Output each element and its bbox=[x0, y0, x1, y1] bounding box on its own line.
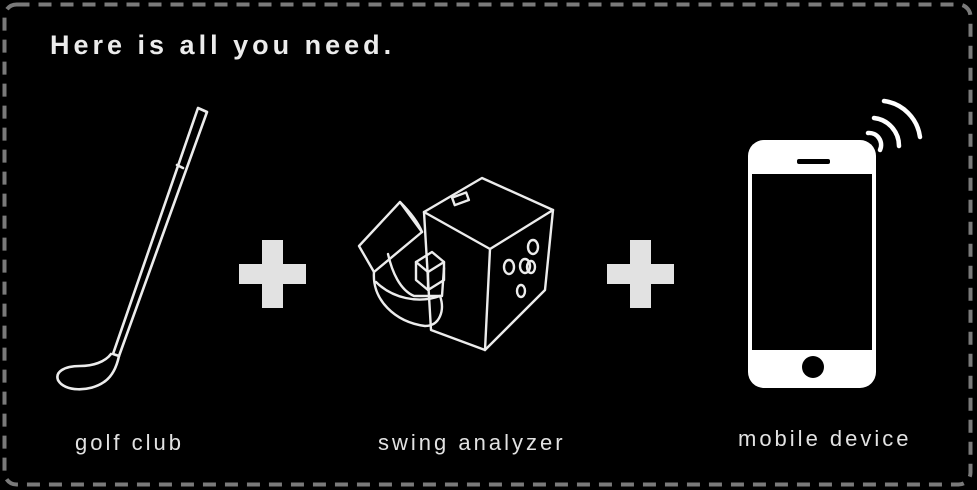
golf-club-label: golf club bbox=[75, 430, 184, 456]
mobile-phone-icon bbox=[748, 101, 920, 388]
plus-icon bbox=[239, 240, 306, 308]
swing-analyzer-icon bbox=[359, 178, 553, 350]
swing-analyzer-label: swing analyzer bbox=[378, 430, 566, 456]
plus-icon bbox=[607, 240, 674, 308]
mobile-device-label: mobile device bbox=[738, 426, 912, 452]
golf-club-icon bbox=[57, 108, 207, 389]
page-title: Here is all you need. bbox=[50, 30, 395, 61]
